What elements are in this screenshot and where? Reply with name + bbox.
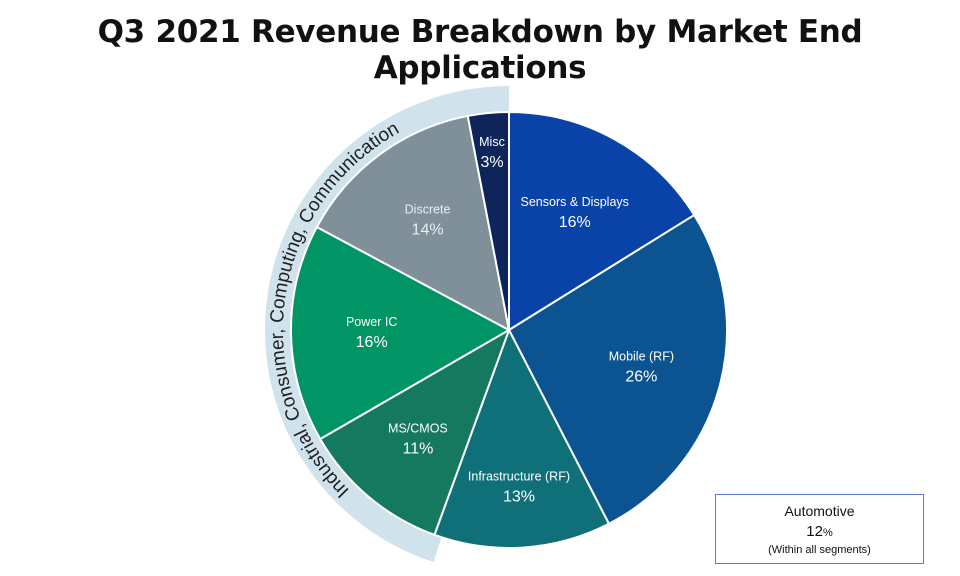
slice-label-power-ic: Power IC bbox=[346, 315, 397, 329]
slice-value-discrete: 14% bbox=[412, 221, 444, 238]
slice-value-mobile-rf: 26% bbox=[625, 369, 657, 386]
pie-labels: Sensors & Displays 16% Mobile (RF) 26% Infra… bbox=[346, 135, 674, 506]
slice-value-ms-cmos: 11% bbox=[402, 441, 433, 458]
pie-slices bbox=[290, 110, 728, 549]
pie-slice-sensors-displays bbox=[508, 110, 696, 332]
slice-label-sensors-displays: Sensors & Displays bbox=[521, 195, 629, 209]
pie-slice-discrete bbox=[315, 114, 511, 332]
automotive-value: 12% bbox=[716, 523, 923, 540]
slice-value-misc: 3% bbox=[480, 154, 503, 171]
chart-title: Q3 2021 Revenue Breakdown by Market End … bbox=[97, 14, 863, 86]
pie-slice-mobile-rf bbox=[507, 213, 728, 526]
pie-slice-infrastructure-rf bbox=[433, 327, 611, 549]
slice-label-discrete: Discrete bbox=[405, 202, 451, 216]
slice-value-power-ic: 16% bbox=[356, 334, 388, 351]
automotive-note: (Within all segments) bbox=[768, 544, 871, 556]
automotive-number: 12 bbox=[806, 523, 823, 540]
slice-value-sensors-displays: 16% bbox=[559, 214, 591, 231]
pie-slice-power-ic bbox=[290, 225, 512, 441]
slice-label-ms-cmos: MS/CMOS bbox=[388, 422, 448, 436]
slice-label-mobile-rf: Mobile (RF) bbox=[609, 350, 674, 364]
slice-value-infrastructure-rf: 13% bbox=[503, 489, 535, 506]
pie-slice-misc bbox=[466, 110, 510, 331]
automotive-title: Automotive bbox=[784, 503, 855, 519]
automotive-annotation: Automotive 12% (Within all segments) bbox=[715, 494, 924, 564]
slice-label-misc: Misc bbox=[479, 135, 505, 149]
automotive-unit: % bbox=[822, 527, 833, 539]
slice-label-infrastructure-rf: Infrastructure (RF) bbox=[468, 470, 570, 484]
pie-slice-ms-cmos bbox=[318, 327, 511, 537]
